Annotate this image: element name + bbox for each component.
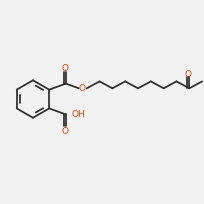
Text: OH: OH [72,110,85,118]
Text: O: O [78,84,85,93]
Text: O: O [185,69,192,78]
Text: O: O [61,127,68,136]
Text: O: O [61,63,68,72]
